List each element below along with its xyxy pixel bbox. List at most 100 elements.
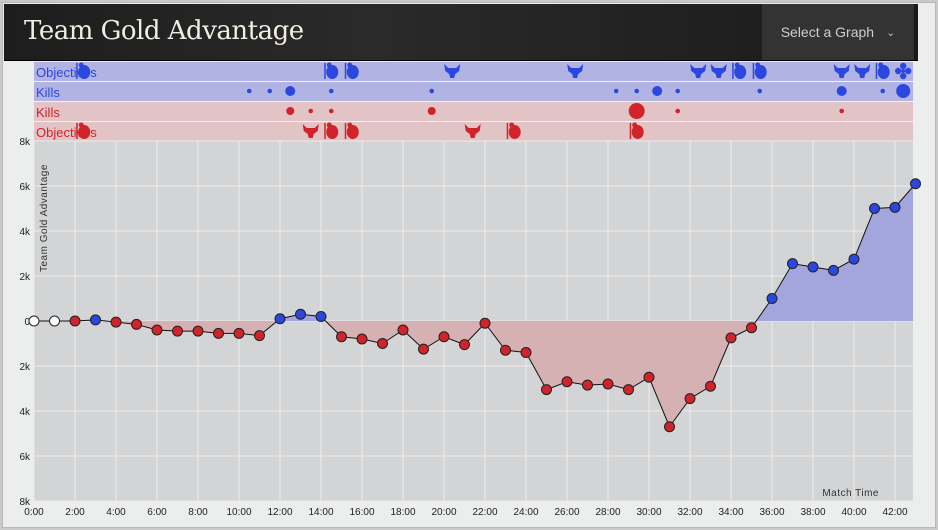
- data-point: [479, 317, 491, 329]
- data-point: [643, 371, 655, 383]
- data-point: [69, 315, 81, 327]
- y-tick-label: 4k: [19, 227, 31, 238]
- red-kill-marker: [286, 107, 295, 115]
- data-point: [336, 331, 347, 343]
- dragon-head-shape: [833, 64, 850, 78]
- shield-shape: [631, 125, 644, 139]
- blue-kill-marker: [429, 88, 435, 94]
- x-tick-label: 40:00: [841, 507, 866, 518]
- header-bar: Team Gold Advantage Select a Graph ⌄: [4, 4, 918, 61]
- shield-shape: [78, 125, 91, 139]
- shield-shape: [508, 125, 521, 139]
- data-point: [725, 332, 737, 344]
- spear-shape: [324, 123, 326, 139]
- spear-shape: [324, 63, 326, 79]
- y-tick-label: 6k: [19, 182, 31, 193]
- data-point: [90, 314, 101, 326]
- data-point: [684, 393, 696, 405]
- petal-shape: [905, 67, 912, 75]
- y-tick-label: 8k: [19, 497, 31, 508]
- blue-kill-marker: [652, 86, 663, 96]
- blue-kill-marker: [634, 88, 639, 94]
- data-point: [377, 338, 388, 349]
- spear-shape: [76, 123, 78, 139]
- red-kill-marker: [308, 108, 314, 114]
- shield-shape: [754, 65, 767, 79]
- x-axis-title: Match Time: [822, 488, 879, 499]
- shield-shape: [78, 65, 91, 79]
- x-tick-label: 4:00: [106, 507, 126, 518]
- lane-blue-kills: [34, 82, 913, 101]
- dragon-head-shape: [710, 64, 727, 78]
- head-shape: [632, 122, 638, 128]
- tower-icon: [752, 62, 767, 79]
- x-tick-label: 14:00: [308, 507, 333, 518]
- x-tick-label: 30:00: [636, 507, 661, 518]
- head-shape: [78, 62, 84, 68]
- graph-select-dropdown[interactable]: Select a Graph ⌄: [762, 4, 914, 60]
- data-point: [49, 315, 60, 327]
- data-point: [172, 325, 183, 337]
- data-point: [623, 384, 634, 396]
- data-point: [705, 380, 716, 392]
- head-shape: [326, 122, 332, 128]
- x-tick-label: 36:00: [759, 507, 784, 518]
- y-tick-label: 4k: [19, 407, 31, 418]
- y-tick-label: 6k: [19, 452, 31, 463]
- x-tick-label: 34:00: [718, 507, 743, 518]
- spear-shape: [752, 63, 755, 79]
- blue-advantage-area: [34, 186, 913, 321]
- head-shape: [78, 122, 84, 128]
- shield-shape: [346, 125, 359, 139]
- y-tick-label: 0: [24, 317, 30, 328]
- data-point: [828, 264, 839, 276]
- data-point: [582, 379, 593, 391]
- x-tick-label: 0:00: [24, 507, 44, 518]
- x-tick-label: 6:00: [147, 507, 167, 518]
- blue-kill-marker: [267, 88, 273, 94]
- data-point: [438, 331, 450, 343]
- dragon-head-shape: [690, 64, 707, 78]
- blue-kill-marker: [896, 84, 911, 98]
- data-point: [602, 378, 614, 390]
- head-shape: [755, 62, 761, 68]
- center-shape: [901, 69, 906, 73]
- dragon-icon: [690, 64, 707, 78]
- x-tick-label: 16:00: [349, 507, 374, 518]
- tower-icon: [76, 122, 91, 139]
- dragon-icon: [567, 64, 584, 78]
- blue-kill-marker: [246, 88, 252, 94]
- x-tick-label: 10:00: [226, 507, 251, 518]
- x-tick-label: 24:00: [513, 507, 538, 518]
- x-tick-label: 22:00: [472, 507, 497, 518]
- spear-shape: [506, 123, 509, 139]
- dragon-icon: [464, 124, 481, 138]
- data-point: [28, 315, 40, 327]
- data-point: [315, 311, 327, 322]
- petal-shape: [900, 72, 907, 80]
- data-point: [500, 344, 511, 356]
- data-point: [254, 330, 265, 342]
- lane-blue-objectives: [34, 62, 913, 81]
- blue-kill-marker: [328, 88, 334, 94]
- spear-shape: [629, 123, 632, 139]
- x-tick-label: 12:00: [267, 507, 292, 518]
- tower-icon: [875, 62, 890, 79]
- blue-kill-marker: [613, 88, 619, 94]
- data-point: [233, 327, 245, 339]
- data-point: [766, 293, 778, 304]
- spear-shape: [732, 63, 734, 79]
- tower-icon: [324, 62, 339, 79]
- petal-shape: [895, 67, 902, 75]
- tower-icon: [506, 122, 521, 139]
- red-kill-marker: [628, 103, 645, 119]
- tower-icon: [76, 62, 91, 79]
- dragon-head-shape: [302, 124, 319, 138]
- dragon-icon: [710, 64, 727, 78]
- x-tick-label: 38:00: [800, 507, 825, 518]
- tower-icon: [344, 62, 359, 79]
- y-tick-label: 8k: [19, 137, 31, 148]
- data-point: [110, 316, 122, 328]
- tower-icon: [344, 122, 359, 139]
- red-kill-marker: [675, 108, 680, 114]
